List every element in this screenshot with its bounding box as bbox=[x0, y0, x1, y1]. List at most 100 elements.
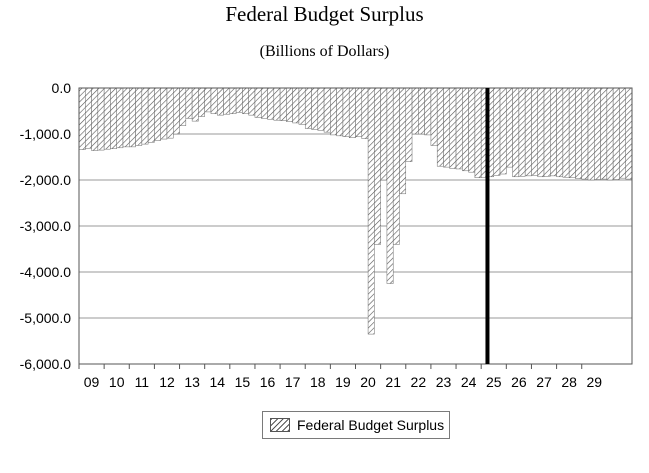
bar bbox=[380, 87, 388, 181]
bar bbox=[179, 87, 187, 126]
bar bbox=[568, 87, 576, 178]
bar bbox=[468, 87, 476, 173]
bar bbox=[612, 87, 620, 180]
bar bbox=[361, 87, 369, 139]
bar bbox=[587, 87, 595, 181]
bar bbox=[550, 87, 557, 177]
bar bbox=[129, 87, 136, 148]
x-tick-label: 15 bbox=[235, 374, 251, 390]
bar bbox=[260, 87, 268, 119]
x-tick-label: 16 bbox=[260, 374, 276, 390]
bar bbox=[223, 87, 231, 115]
legend: Federal Budget Surplus bbox=[262, 411, 450, 439]
x-tick-label: 12 bbox=[159, 374, 175, 390]
bar bbox=[374, 87, 381, 245]
bar bbox=[85, 87, 92, 149]
bar bbox=[242, 87, 249, 115]
bar bbox=[367, 87, 375, 335]
bar bbox=[210, 87, 218, 115]
bar bbox=[524, 87, 532, 177]
x-tick-label: 26 bbox=[511, 374, 527, 390]
bar bbox=[235, 87, 243, 113]
bar bbox=[217, 87, 224, 116]
x-tick-label: 10 bbox=[109, 374, 125, 390]
bar bbox=[449, 87, 457, 169]
bar bbox=[619, 87, 626, 179]
y-tick-label: 0.0 bbox=[52, 80, 72, 96]
x-tick-label: 25 bbox=[486, 374, 502, 390]
bar bbox=[135, 87, 143, 146]
bar bbox=[185, 87, 193, 119]
chart-title: Federal Budget Surplus bbox=[225, 2, 424, 26]
y-tick-label: -2,000.0 bbox=[20, 172, 72, 188]
bar bbox=[531, 87, 538, 176]
chart-subtitle: (Billions of Dollars) bbox=[259, 43, 390, 60]
y-tick-label: -6,000.0 bbox=[20, 356, 72, 372]
y-tick-label: -5,000.0 bbox=[20, 310, 72, 326]
bar bbox=[600, 87, 608, 180]
bar bbox=[191, 87, 199, 122]
bar bbox=[625, 87, 633, 180]
bar bbox=[286, 87, 293, 122]
bar bbox=[110, 87, 117, 149]
bar bbox=[147, 87, 155, 143]
bar bbox=[348, 87, 356, 138]
x-tick-label: 17 bbox=[285, 374, 301, 390]
bar bbox=[518, 87, 526, 177]
bar bbox=[474, 87, 482, 178]
x-tick-label: 14 bbox=[209, 374, 225, 390]
bar bbox=[342, 87, 350, 138]
bar bbox=[160, 87, 168, 140]
bar bbox=[562, 87, 570, 178]
bar bbox=[292, 87, 300, 124]
bar bbox=[537, 87, 545, 178]
bar bbox=[411, 87, 419, 135]
bar bbox=[405, 87, 413, 162]
bar bbox=[399, 87, 407, 195]
bar bbox=[267, 87, 275, 120]
bar bbox=[141, 87, 149, 145]
bar bbox=[103, 87, 111, 150]
x-tick-label: 29 bbox=[587, 374, 603, 390]
x-tick-label: 23 bbox=[436, 374, 452, 390]
x-tick-label: 22 bbox=[411, 374, 427, 390]
bar bbox=[229, 87, 237, 115]
bar bbox=[91, 87, 99, 151]
bar bbox=[575, 87, 582, 179]
bar bbox=[581, 87, 589, 180]
y-tick-label: -3,000.0 bbox=[20, 218, 72, 234]
bar bbox=[418, 87, 425, 135]
bar bbox=[317, 87, 325, 131]
bar bbox=[462, 87, 469, 172]
bar bbox=[204, 87, 212, 113]
bar bbox=[355, 87, 363, 138]
bar bbox=[254, 87, 262, 118]
x-tick-label: 20 bbox=[360, 374, 376, 390]
bar bbox=[392, 87, 400, 245]
bar bbox=[455, 87, 463, 170]
bar bbox=[97, 87, 105, 151]
bar bbox=[304, 87, 312, 129]
bar bbox=[436, 87, 444, 167]
bar bbox=[594, 87, 601, 180]
bar bbox=[154, 87, 161, 141]
x-tick-label: 18 bbox=[310, 374, 326, 390]
x-tick-label: 28 bbox=[561, 374, 577, 390]
legend-label: Federal Budget Surplus bbox=[297, 417, 445, 433]
bar bbox=[499, 87, 507, 175]
bar bbox=[543, 87, 551, 177]
bar bbox=[122, 87, 130, 148]
x-tick-label: 21 bbox=[385, 374, 401, 390]
x-tick-label: 19 bbox=[335, 374, 351, 390]
y-tick-label: -4,000.0 bbox=[20, 264, 72, 280]
bar bbox=[512, 87, 520, 178]
bar bbox=[606, 87, 614, 181]
x-tick-label: 24 bbox=[461, 374, 477, 390]
bar bbox=[424, 87, 432, 136]
bar bbox=[443, 87, 451, 168]
bar bbox=[556, 87, 564, 178]
bar bbox=[279, 87, 287, 121]
bar bbox=[273, 87, 281, 121]
x-tick-label: 27 bbox=[536, 374, 552, 390]
bar bbox=[173, 87, 180, 135]
